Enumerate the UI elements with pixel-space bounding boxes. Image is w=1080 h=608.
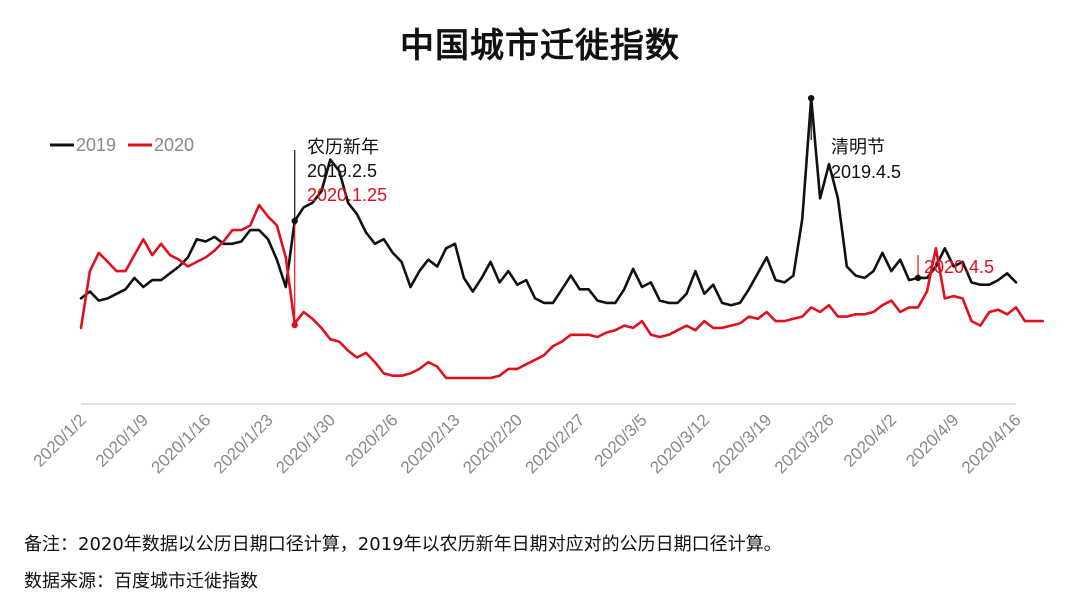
x-tick-label: 2020/3/19 (709, 410, 776, 477)
x-tick-label: 2020/4/2 (840, 410, 900, 470)
annotation-marker (914, 274, 922, 282)
x-tick-label: 2020/2/13 (397, 410, 464, 477)
annotation-label: 农历新年 (307, 137, 379, 157)
series-line-2020 (79, 203, 1044, 380)
annotation-marker (291, 321, 298, 329)
x-tick-label: 2020/2/27 (522, 410, 589, 477)
x-tick-label: 2020/2/6 (341, 410, 401, 470)
chart-title: 中国城市迁徙指数 (400, 26, 680, 66)
x-tick-label: 2020/1/30 (272, 410, 339, 477)
x-tick-label: 2020/3/26 (771, 410, 838, 477)
x-tick-label: 2020/3/12 (646, 410, 713, 477)
footnote: 备注：2020年数据以公历日期口径计算，2019年以农历新年日期对应对的公历日期… (24, 534, 782, 555)
x-tick-label: 2020/1/9 (92, 410, 152, 470)
annotation-marker (807, 94, 815, 102)
annotation-label: 2019.2.5 (307, 161, 377, 181)
annotation-label: 2020.1.25 (307, 185, 387, 205)
legend-label-2020: 2020 (154, 135, 194, 155)
annotation-label: 2019.4.5 (831, 162, 901, 182)
legend-label-2019: 2019 (76, 135, 116, 155)
x-tick-label: 2020/4/16 (958, 410, 1025, 477)
x-tick-label: 2020/4/9 (902, 410, 962, 470)
x-tick-label: 2020/1/16 (148, 410, 215, 477)
x-tick-label: 2020/1/23 (210, 410, 277, 477)
annotation-label: 2020.4.5 (924, 257, 994, 277)
series-line-2019 (79, 96, 1018, 307)
data-source: 数据来源：百度城市迁徙指数 (24, 571, 258, 592)
annotation-label: 清明节 (831, 137, 885, 157)
x-tick-label: 2020/2/20 (459, 410, 526, 477)
x-tick-label: 2020/3/5 (591, 410, 651, 470)
x-tick-label: 2020/1/2 (30, 410, 90, 470)
annotation-marker (291, 217, 298, 225)
